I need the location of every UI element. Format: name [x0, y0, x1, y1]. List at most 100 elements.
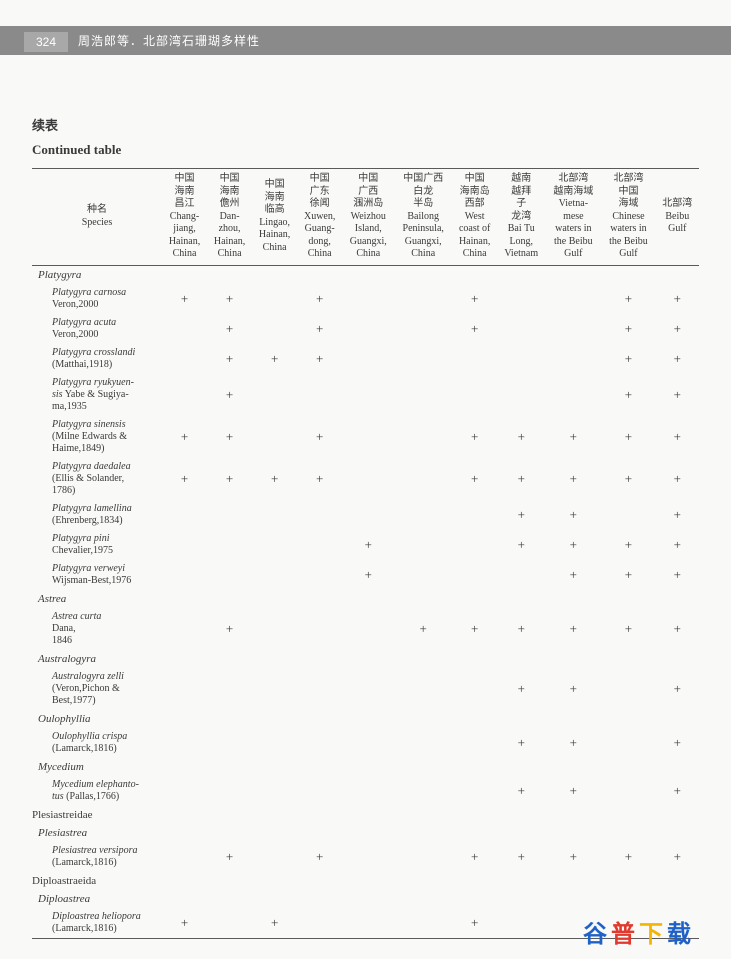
mark-cell: +: [342, 530, 394, 560]
col-header-cn: 种名: [34, 204, 160, 217]
species-sci: Platygyra daedalea: [52, 461, 131, 472]
mark-cell: [297, 650, 342, 668]
mark-cell: [452, 824, 497, 842]
mark-cell: [394, 908, 452, 939]
col-header-en: Bai Tu Long, Vietnam: [499, 223, 543, 261]
mark-cell: [342, 842, 394, 872]
col-header-cn: 中国 广东 徐闻: [299, 173, 340, 211]
species-authority: (Lamarck,1816): [52, 857, 117, 868]
mark-cell: [207, 590, 252, 608]
mark-cell: [497, 890, 545, 908]
mark-cell: [252, 608, 297, 650]
mark-cell: [162, 728, 207, 758]
species-authority: (Lamarck,1816): [52, 743, 117, 754]
mark-cell: +: [452, 908, 497, 939]
mark-cell: +: [252, 458, 297, 500]
species-name: Plesiastrea versipora (Lamarck,1816): [32, 842, 162, 872]
mark-cell: [394, 344, 452, 374]
mark-cell: [656, 872, 699, 890]
mark-cell: +: [656, 284, 699, 314]
mark-cell: [452, 590, 497, 608]
col-location: 中国广西 白龙 半岛Bailong Peninsula, Guangxi, Ch…: [394, 169, 452, 266]
mark-cell: [394, 890, 452, 908]
species-authority: (Matthai,1918): [52, 359, 112, 370]
mark-cell: [497, 710, 545, 728]
species-name: Astrea curta Dana, 1846: [32, 608, 162, 650]
mark-cell: [545, 758, 601, 776]
mark-cell: [601, 758, 655, 776]
table-row: Platygyra sinensis (Milne Edwards & Haim…: [32, 416, 699, 458]
mark-cell: [252, 500, 297, 530]
mark-cell: [601, 265, 655, 284]
mark-cell: [162, 872, 207, 890]
mark-cell: [394, 590, 452, 608]
mark-cell: +: [601, 560, 655, 590]
mark-cell: [342, 824, 394, 842]
col-header-en: Chang- jiang, Hainan, China: [164, 211, 205, 261]
mark-cell: [252, 806, 297, 824]
mark-cell: [252, 728, 297, 758]
species-name: Diploastrea heliopora (Lamarck,1816): [32, 908, 162, 939]
mark-cell: +: [452, 284, 497, 314]
species-name: Australogyra zelli (Veron,Pichon & Best,…: [32, 668, 162, 710]
mark-cell: [252, 314, 297, 344]
species-authority: Yabe & Sugiya- ma,1935: [52, 389, 129, 412]
species-table: 种名Species中国 海南 昌江Chang- jiang, Hainan, C…: [32, 168, 699, 939]
mark-cell: +: [394, 608, 452, 650]
mark-cell: [601, 872, 655, 890]
mark-cell: +: [656, 668, 699, 710]
mark-cell: [452, 806, 497, 824]
table-row: Platygyra pini Chevalier,1975+++++: [32, 530, 699, 560]
mark-cell: [297, 758, 342, 776]
species-sci: Platygyra acuta: [52, 317, 116, 328]
mark-cell: +: [656, 776, 699, 806]
mark-cell: [207, 824, 252, 842]
mark-cell: [497, 806, 545, 824]
species-name: Platygyra daedalea (Ellis & Solander, 17…: [32, 458, 162, 500]
mark-cell: [452, 758, 497, 776]
mark-cell: +: [207, 458, 252, 500]
mark-cell: +: [656, 608, 699, 650]
mark-cell: [601, 824, 655, 842]
mark-cell: +: [601, 458, 655, 500]
mark-cell: [545, 590, 601, 608]
mark-cell: [297, 668, 342, 710]
mark-cell: [452, 890, 497, 908]
mark-cell: [394, 265, 452, 284]
mark-cell: [342, 776, 394, 806]
mark-cell: +: [452, 416, 497, 458]
species-sci: Platygyra carnosa: [52, 287, 126, 298]
mark-cell: [162, 824, 207, 842]
mark-cell: +: [497, 668, 545, 710]
mark-cell: [452, 728, 497, 758]
mark-cell: +: [545, 608, 601, 650]
mark-cell: [207, 650, 252, 668]
mark-cell: [297, 806, 342, 824]
mark-cell: [297, 890, 342, 908]
mark-cell: [252, 530, 297, 560]
mark-cell: [545, 265, 601, 284]
mark-cell: [252, 824, 297, 842]
col-location: 北部湾Beibu Gulf: [656, 169, 699, 266]
mark-cell: [297, 560, 342, 590]
mark-cell: [342, 758, 394, 776]
mark-cell: +: [207, 284, 252, 314]
mark-cell: +: [601, 608, 655, 650]
mark-cell: [252, 590, 297, 608]
mark-cell: +: [297, 416, 342, 458]
mark-cell: +: [207, 608, 252, 650]
mark-cell: [297, 500, 342, 530]
mark-cell: [342, 668, 394, 710]
watermark: 谷普下载: [583, 914, 695, 949]
mark-cell: [394, 500, 452, 530]
mark-cell: [252, 758, 297, 776]
mark-cell: [207, 908, 252, 939]
mark-cell: [497, 374, 545, 416]
table-title-cn: 续表: [32, 115, 699, 134]
col-header-en: Lingao, Hainan, China: [254, 217, 295, 255]
mark-cell: +: [545, 458, 601, 500]
mark-cell: [207, 560, 252, 590]
col-header-en: Vietna- mese waters in the Beibu Gulf: [547, 198, 599, 261]
mark-cell: [162, 500, 207, 530]
mark-cell: [342, 650, 394, 668]
